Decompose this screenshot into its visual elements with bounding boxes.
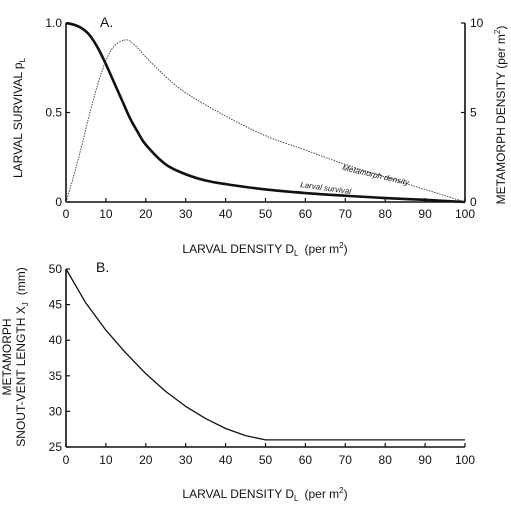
panel-b-ytick-label-2: 35 [49, 369, 63, 383]
panel-a-xlabel-unit-sup: 2 [339, 241, 344, 250]
panel-a-xlabel-text: LARVAL DENSITY D [182, 242, 294, 256]
panel-b-ytick-label-4: 45 [49, 298, 63, 312]
panel-a-xtick-label-3: 30 [179, 207, 193, 221]
snout-vent-length-line [65, 268, 465, 441]
panel-b-xtick-label-5: 50 [259, 453, 273, 467]
panel-a-xlabel-unit: (per m [304, 242, 339, 256]
panel-b-ylabel-line2-sub: J [21, 302, 30, 306]
panel-b-xlabel-sub: L [294, 494, 299, 503]
panel-b-axes: 0 10 20 30 40 50 60 70 80 90 100 25 30 35 40 45 50 [49, 262, 476, 467]
panel-b-ylabel-line2-text: SNOUT-VENT LENGTH X [14, 306, 28, 446]
panel-a-right-ylabel-close: ) [494, 26, 508, 30]
panel-b-xtick-label-10: 100 [455, 453, 475, 467]
panel-a-xtick-label-4: 40 [219, 207, 233, 221]
panel-b-ytick-label-0: 25 [49, 440, 63, 454]
panel-b-letter: B. [96, 259, 109, 275]
panel-b-xtick-label-6: 60 [299, 453, 313, 467]
panel-a-xlabel-sub: L [294, 249, 299, 258]
panel-b-xtick-label-3: 30 [179, 453, 193, 467]
panel-b-xlabel-unit-sup: 2 [339, 486, 344, 495]
panel-a-right-ylabel: METAMORPH DENSITY (per m2) [493, 26, 508, 205]
metamorph-density-label: Metamorph density [342, 163, 411, 187]
panel-a-xtick-label-6: 60 [299, 207, 313, 221]
panel-a-left-ylabel-text: LARVAL SURVIVAL p [11, 62, 25, 178]
panel-b-ytick-label-3: 40 [49, 333, 63, 347]
panel-b-xlabel-unit-close: ) [344, 487, 348, 501]
larval-survival-line [65, 21, 466, 204]
panel-b-ytick-label-5: 50 [49, 262, 63, 276]
panel-a-xlabel: LARVAL DENSITY DL (per m2) [182, 241, 347, 258]
panel-b-xlabel-text: LARVAL DENSITY D [182, 487, 294, 501]
panel-a-xlabel-unit-close: ) [344, 242, 348, 256]
panel-a-left-ytick-label-0: 0 [55, 195, 62, 209]
metamorph-density-line [65, 39, 466, 203]
panel-b-ylabel-line2: SNOUT-VENT LENGTH XJ (mm) [14, 267, 30, 446]
panel-a-xtick-label-0: 0 [63, 207, 70, 221]
panel-b-xtick-label-9: 90 [418, 453, 432, 467]
panel-b-ylabel-line2-unit: (mm) [14, 267, 28, 295]
panel-b-xlabel-unit: (per m [304, 487, 339, 501]
panel-a-xtick-label-5: 50 [259, 207, 273, 221]
panel-a: A. LARVAL SURVIVAL pL METAMORPH DENSITY … [11, 14, 508, 258]
panel-a-left-ytick-label-1: 0.5 [45, 106, 62, 120]
panel-a-xtick-label-1: 10 [99, 207, 113, 221]
panel-a-xtick-label-2: 20 [139, 207, 153, 221]
panel-b-xtick-label-1: 10 [99, 453, 113, 467]
panel-a-xtick-label-8: 80 [379, 207, 393, 221]
panel-a-xtick-label-10: 100 [455, 207, 475, 221]
panel-b-xlabel: LARVAL DENSITY DL (per m2) [182, 486, 347, 503]
panel-a-right-ytick-label-2: 10 [470, 16, 484, 30]
panel-b-xtick-label-7: 70 [339, 453, 353, 467]
panel-a-right-ylabel-sup: 2 [493, 29, 502, 34]
panel-a-right-ylabel-text: METAMORPH DENSITY (per m [494, 34, 508, 204]
panel-b-xtick-label-2: 20 [139, 453, 153, 467]
panel-a-left-ylabel: LARVAL SURVIVAL pL [11, 57, 27, 178]
panel-a-left-ylabel-sub: L [18, 57, 27, 62]
panel-a-xtick-label-9: 90 [418, 207, 432, 221]
panel-a-left-ytick-label-2: 1.0 [45, 16, 62, 30]
panel-b: B. METAMORPH SNOUT-VENT LENGTH XJ (mm) LA… [0, 259, 475, 503]
panel-b-xtick-label-8: 80 [379, 453, 393, 467]
panel-a-right-ytick-label-1: 5 [470, 106, 477, 120]
panel-b-curves [65, 268, 465, 441]
panel-b-xtick-label-4: 40 [219, 453, 233, 467]
panel-b-ytick-label-1: 30 [49, 404, 63, 418]
panel-b-xtick-label-0: 0 [63, 453, 70, 467]
panel-a-xtick-label-7: 70 [339, 207, 353, 221]
panel-b-ylabel-line1: METAMORPH [0, 318, 14, 395]
panel-a-right-ytick-label-0: 0 [470, 195, 477, 209]
panel-a-curves [65, 21, 466, 204]
panel-a-letter: A. [100, 14, 113, 30]
